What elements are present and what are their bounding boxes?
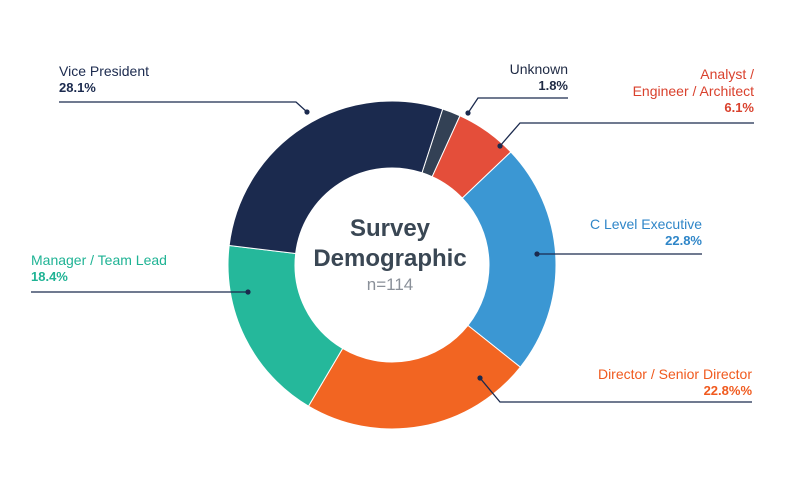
center-subtitle: n=114	[367, 275, 413, 294]
slice-label-pct-unknown: 1.8%	[538, 78, 568, 93]
leader-dot-manager-team-lead	[245, 289, 251, 295]
slice-label-name-manager-team-lead: Manager / Team Lead	[31, 252, 167, 268]
leader-line-vice-president	[59, 101, 308, 113]
slice-label-name-analyst-engineer-architect-1: Analyst /	[700, 66, 754, 82]
leader-dot-director-senior-director	[477, 375, 483, 381]
slice-label-pct-vice-president: 28.1%	[59, 80, 96, 95]
slice-label-name-director-senior-director: Director / Senior Director	[598, 366, 752, 382]
leader-line-analyst-engineer-architect	[499, 122, 754, 147]
center-title-line1: Survey	[350, 215, 431, 242]
slice-label-pct-c-level-executive: 22.8%	[665, 233, 702, 248]
leader-line-director-senior-director	[479, 377, 752, 403]
leader-line-unknown	[467, 97, 568, 114]
leader-dot-c-level-executive	[534, 251, 540, 257]
slice-label-name-c-level-executive: C Level Executive	[590, 216, 702, 232]
slice-label-pct-manager-team-lead: 18.4%	[31, 269, 68, 284]
leader-lines	[31, 97, 754, 403]
slice-label-pct-analyst-engineer-architect: 6.1%	[724, 100, 754, 115]
slice-label-name-vice-president: Vice President	[59, 63, 149, 79]
center-title-line2: Demographic	[313, 245, 466, 272]
donut-hole	[295, 168, 489, 362]
leader-dot-vice-president	[304, 109, 310, 115]
slice-label-name-unknown: Unknown	[510, 61, 568, 77]
donut-slices	[227, 100, 557, 430]
leader-dot-analyst-engineer-architect	[497, 143, 503, 149]
slice-label-pct-director-senior-director: 22.8%%	[704, 383, 753, 398]
leader-dot-unknown	[465, 110, 471, 116]
slice-label-name-analyst-engineer-architect-2: Engineer / Architect	[633, 83, 755, 99]
